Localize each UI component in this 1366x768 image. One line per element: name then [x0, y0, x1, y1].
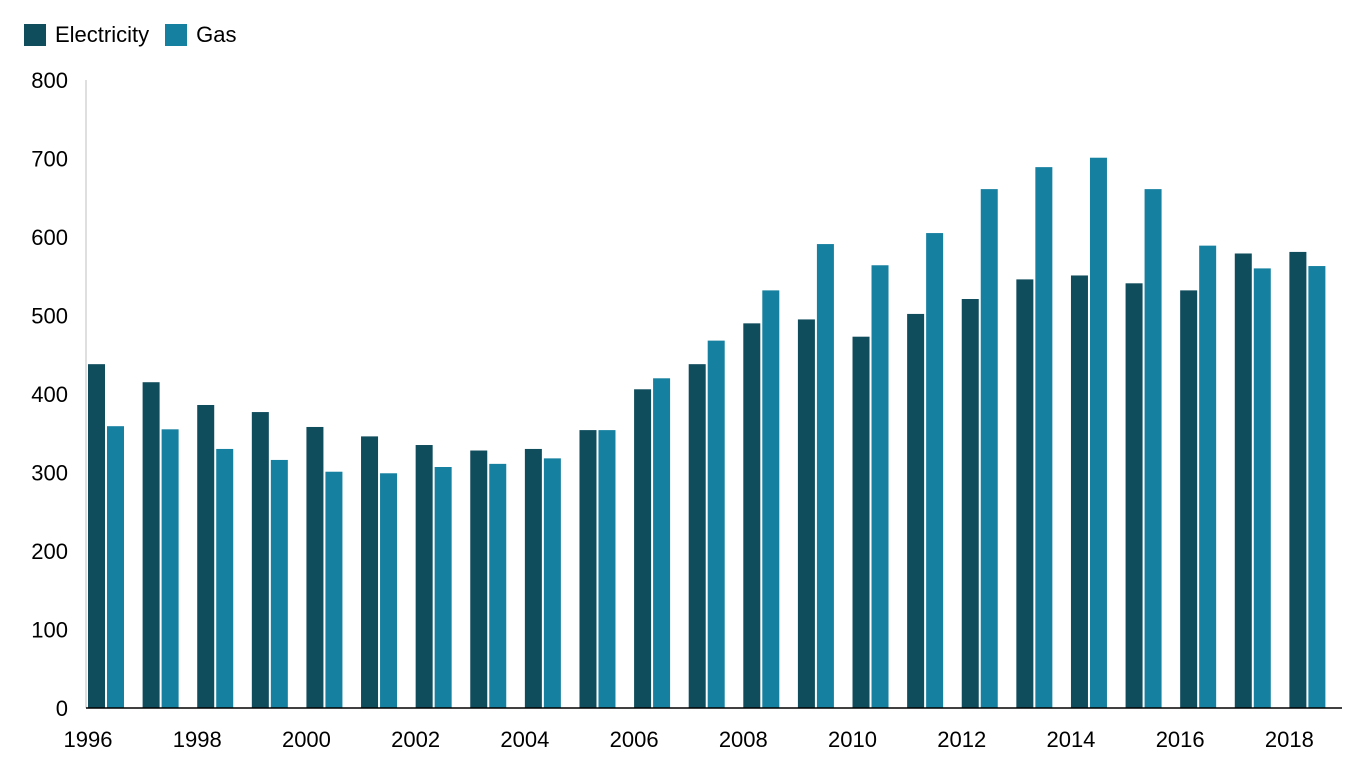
bar-gas-1998 [216, 448, 234, 708]
bar-gas-2001 [380, 473, 398, 708]
bar-gas-2009 [816, 244, 834, 708]
bar-gas-2000 [325, 471, 343, 708]
x-tick-label: 2012 [937, 727, 986, 752]
bar-electricity-2015 [1125, 283, 1143, 708]
bar-electricity-2012 [961, 299, 979, 708]
bar-gas-2005 [598, 430, 616, 708]
bar-gas-2011 [926, 233, 944, 708]
x-tick-label: 2000 [282, 727, 331, 752]
y-tick-label: 400 [31, 382, 68, 407]
bar-gas-2006 [653, 378, 671, 708]
bar-electricity-2007 [688, 364, 706, 708]
bar-electricity-2005 [579, 430, 597, 708]
bar-gas-2004 [543, 458, 561, 708]
y-tick-label: 700 [31, 147, 68, 172]
x-tick-label: 2004 [500, 727, 549, 752]
bar-gas-1996 [107, 426, 124, 708]
bar-electricity-2011 [907, 313, 925, 708]
bar-gas-2017 [1253, 268, 1271, 708]
bar-electricity-2010 [852, 336, 870, 708]
bar-electricity-1999 [251, 412, 269, 708]
bar-gas-2007 [707, 340, 725, 708]
bars [88, 157, 1326, 709]
x-tick-label: 2016 [1156, 727, 1205, 752]
bar-gas-2003 [489, 463, 507, 708]
bar-electricity-2018 [1289, 251, 1307, 709]
legend-item-gas: Gas [165, 22, 236, 48]
legend-swatch-gas [165, 24, 188, 46]
bar-electricity-2006 [634, 389, 652, 708]
x-tick-label: 2008 [719, 727, 768, 752]
bar-electricity-2002 [415, 445, 433, 708]
legend-label-gas: Gas [196, 22, 237, 47]
bar-electricity-1996 [88, 364, 105, 708]
y-tick-label: 200 [31, 539, 68, 564]
bar-gas-2018 [1308, 266, 1326, 708]
bar-electricity-2013 [1016, 279, 1034, 708]
y-tick-label: 600 [31, 225, 68, 250]
x-axis: 1996 1998 2000 2002 2004 2006 2008 2010 2012 2014… [64, 707, 1342, 752]
x-tick-label: 2010 [828, 727, 877, 752]
y-tick-label: 100 [31, 618, 68, 643]
x-tick-label: 1996 [64, 727, 113, 752]
bar-gas-2014 [1089, 157, 1107, 709]
bar-electricity-2009 [797, 319, 815, 708]
bar-gas-2008 [762, 290, 780, 708]
bar-electricity-2001 [361, 436, 379, 708]
chart-legend: Electricity Gas [24, 22, 252, 48]
y-tick-label: 800 [31, 68, 68, 93]
y-axis: 0 100 200 300 400 500 600 700 800 [31, 68, 87, 721]
x-tick-label: 2006 [610, 727, 659, 752]
x-tick-label: 1998 [173, 727, 222, 752]
y-tick-label: 0 [56, 696, 68, 721]
legend-swatch-electricity [24, 24, 46, 46]
bar-electricity-2017 [1234, 253, 1252, 709]
y-tick-label: 500 [31, 304, 68, 329]
y-tick-label: 300 [31, 461, 68, 486]
legend-item-electricity: Electricity [24, 22, 149, 48]
bar-electricity-2003 [470, 450, 488, 708]
bar-gas-2015 [1144, 189, 1162, 708]
bar-electricity-2000 [306, 426, 324, 708]
bar-electricity-2016 [1180, 290, 1198, 708]
x-tick-label: 2018 [1265, 727, 1314, 752]
x-tick-label: 2014 [1046, 727, 1095, 752]
bar-gas-2013 [1035, 167, 1053, 708]
bar-gas-2002 [434, 467, 452, 708]
bar-electricity-2014 [1070, 275, 1088, 708]
bar-gas-1999 [270, 459, 288, 708]
bar-electricity-1997 [142, 382, 160, 708]
bar-gas-2012 [980, 189, 998, 708]
legend-label-electricity: Electricity [55, 22, 150, 47]
bar-gas-2016 [1199, 245, 1217, 708]
bar-electricity-2004 [524, 448, 542, 708]
x-tick-label: 2002 [391, 727, 440, 752]
bar-electricity-2008 [743, 323, 761, 708]
bar-gas-1997 [161, 429, 179, 708]
bar-gas-2010 [871, 265, 889, 708]
bar-electricity-1998 [197, 404, 215, 708]
